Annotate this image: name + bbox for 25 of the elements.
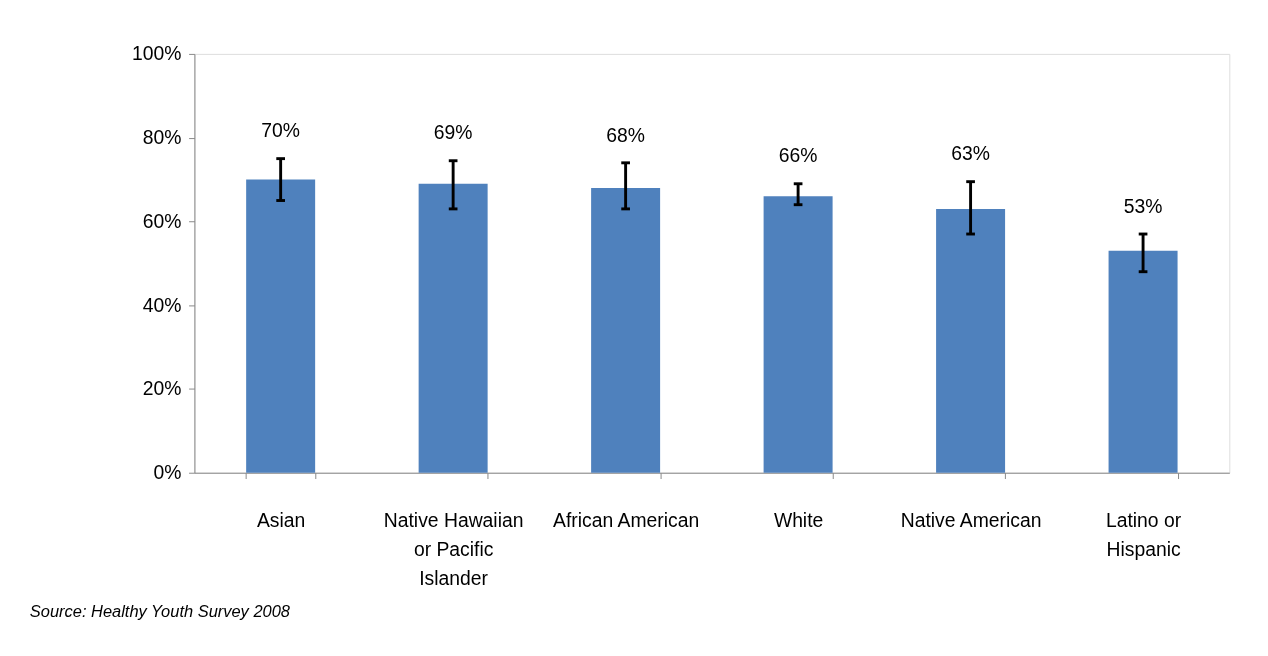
data-label: 63% bbox=[951, 142, 990, 165]
x-tick-label: Native Hawaiian or Pacific Islander bbox=[383, 509, 524, 590]
x-tick-label: Latino or Hispanic bbox=[1105, 509, 1182, 561]
x-tick-label: Asian bbox=[256, 509, 306, 532]
data-label: 69% bbox=[433, 121, 473, 144]
y-tick-label: 40% bbox=[142, 293, 182, 316]
data-label: 66% bbox=[778, 144, 818, 167]
data-label: 68% bbox=[606, 123, 645, 146]
bar bbox=[591, 187, 661, 473]
bar bbox=[936, 208, 1006, 473]
x-tick-label: Native American bbox=[900, 509, 1042, 532]
y-tick-label: 20% bbox=[142, 377, 182, 400]
data-label: 70% bbox=[261, 119, 300, 142]
data-label: 53% bbox=[1123, 194, 1163, 217]
y-tick-label: 60% bbox=[142, 209, 182, 232]
bar bbox=[763, 196, 833, 473]
y-tick-label: 0% bbox=[153, 461, 182, 484]
x-tick-label: White bbox=[773, 509, 824, 532]
x-tick-label: African American bbox=[553, 509, 700, 532]
y-tick-label: 80% bbox=[142, 125, 182, 148]
y-tick-label: 100% bbox=[131, 42, 182, 65]
bar bbox=[1108, 250, 1178, 473]
bar bbox=[418, 183, 488, 473]
bar bbox=[246, 179, 316, 473]
source-note: Source: Healthy Youth Survey 2008 bbox=[29, 601, 291, 620]
